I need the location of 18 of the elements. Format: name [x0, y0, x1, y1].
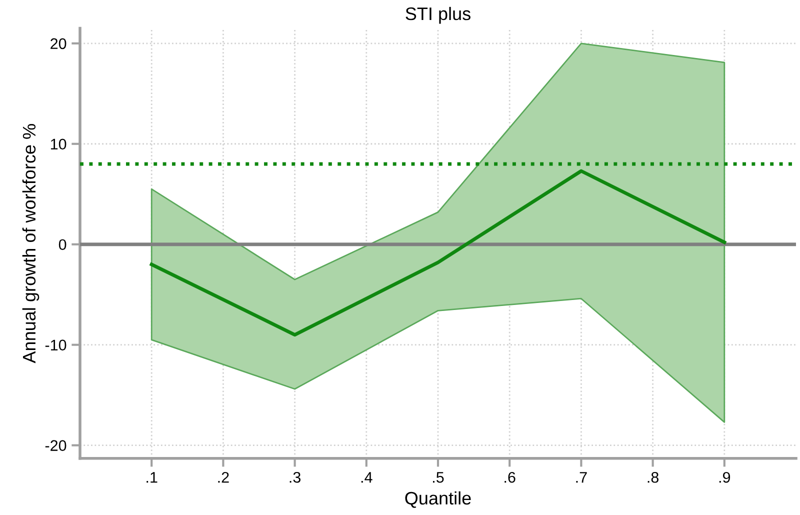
line-series [150, 169, 726, 337]
x-tick-label: .7 [576, 472, 587, 483]
y-tick-label: -20 [45, 440, 66, 451]
x-tick-label: .5 [433, 472, 444, 483]
x-tick-label: .3 [290, 472, 300, 483]
y-tick-label: 0 [58, 239, 66, 250]
x-axis-title: Quantile [405, 491, 471, 508]
x-tick-label: .6 [504, 472, 516, 483]
y-tick-label: 10 [50, 138, 66, 150]
x-tick-label: .9 [719, 472, 730, 483]
x-tick-label: .1 [146, 472, 158, 483]
x-tick-label: .4 [361, 472, 372, 483]
y-tick-label: -10 [45, 340, 66, 350]
chart-title: STI plus [406, 6, 470, 24]
y-tick-label: 20 [50, 38, 66, 50]
y-axis-title: Annual growth of workforce % [22, 124, 40, 364]
x-tick-label: .8 [648, 472, 659, 483]
x-tick-label: .2 [218, 472, 229, 483]
